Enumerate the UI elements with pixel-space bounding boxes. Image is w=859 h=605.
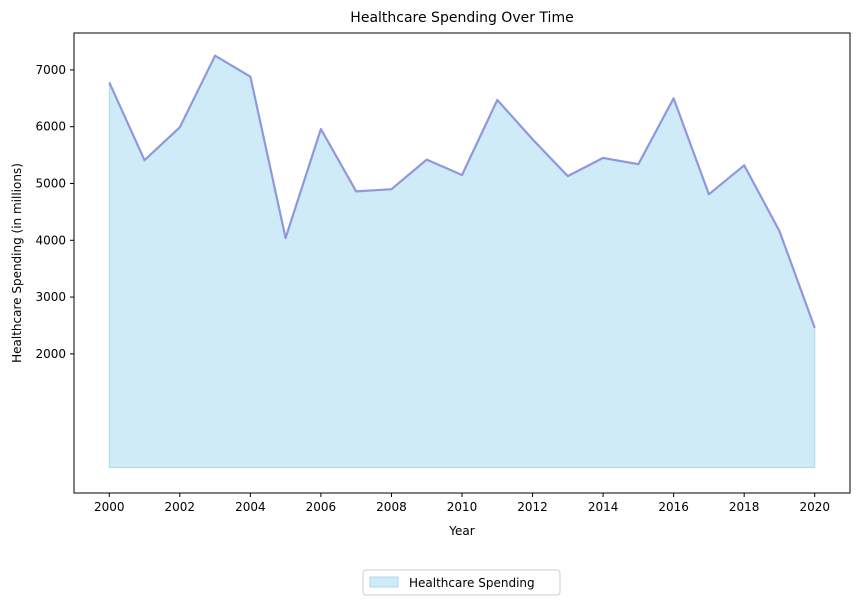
x-tick-label: 2012 — [517, 500, 548, 514]
x-tick-label: 2020 — [799, 500, 830, 514]
x-axis-ticks: 2000 2002 2004 2006 2008 2010 2012 2014 2016 2018… — [94, 493, 830, 514]
x-tick-label: 2006 — [306, 500, 337, 514]
line-healthcare-spending — [108, 54, 816, 329]
x-tick-label: 2008 — [376, 500, 407, 514]
chart-title: Healthcare Spending Over Time — [350, 10, 573, 26]
y-tick-label: 3000 — [35, 290, 66, 304]
x-tick-label: 2010 — [447, 500, 478, 514]
area-healthcare-spending — [108, 54, 816, 468]
legend-label: Healthcare Spending — [409, 576, 535, 590]
legend-frame — [362, 569, 561, 596]
x-tick-label: 2002 — [165, 500, 196, 514]
y-axis-label: Healthcare Spending (in millions) — [10, 163, 24, 363]
y-axis-ticks: 2000 3000 4000 5000 6000 7000 — [35, 63, 74, 361]
y-tick-label: 5000 — [35, 176, 66, 190]
x-tick-label: 2018 — [729, 500, 760, 514]
x-axis-label: Year — [448, 524, 474, 538]
legend-swatch — [369, 576, 399, 588]
y-tick-label: 2000 — [35, 347, 66, 361]
x-tick-label: 2016 — [658, 500, 689, 514]
y-tick-label: 4000 — [35, 233, 66, 247]
x-tick-label: 2004 — [235, 500, 266, 514]
y-tick-label: 6000 — [35, 120, 66, 134]
x-tick-label: 2000 — [94, 500, 125, 514]
legend: Healthcare Spending — [362, 569, 561, 596]
y-tick-label: 7000 — [35, 63, 66, 77]
x-tick-label: 2014 — [588, 500, 619, 514]
